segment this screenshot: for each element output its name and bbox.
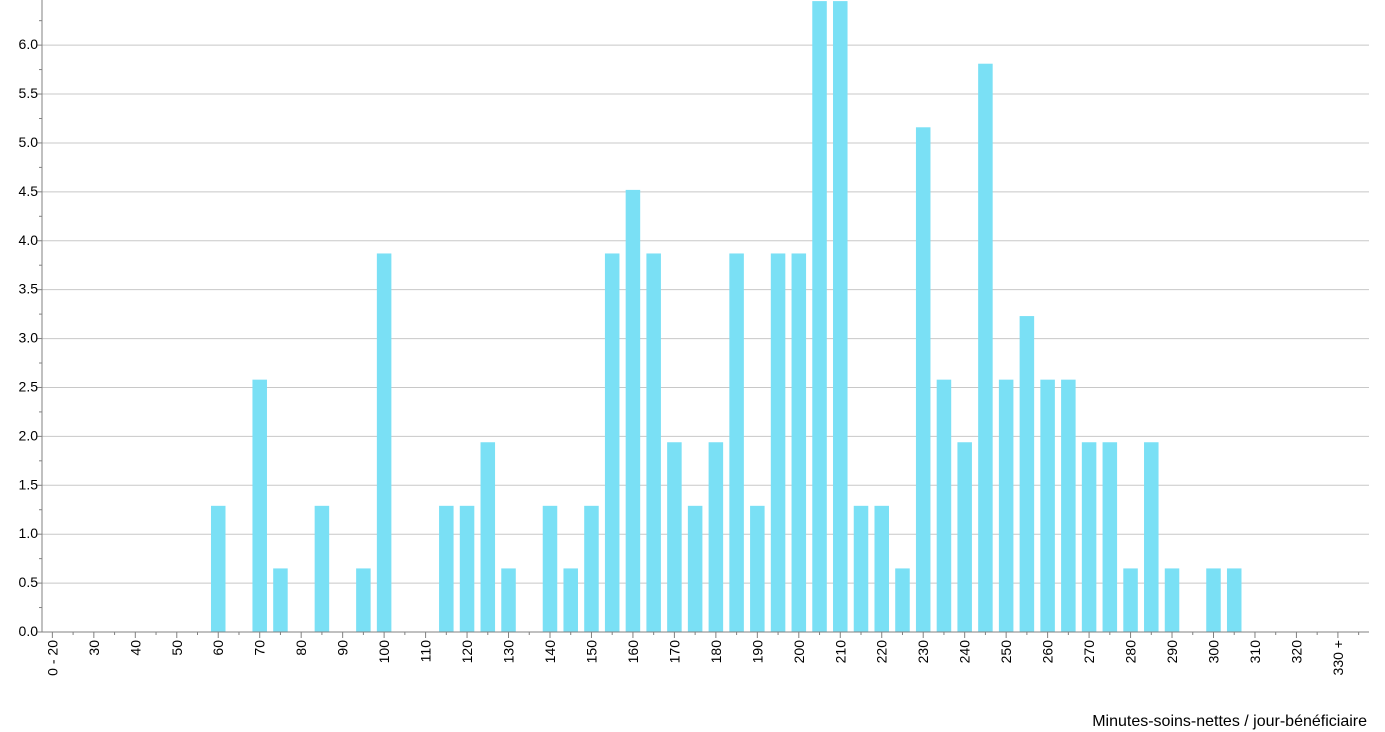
x-tick-label: 220 — [874, 640, 890, 664]
x-tick-label: 180 — [708, 640, 724, 664]
x-tick-label: 330 + — [1330, 640, 1346, 675]
x-tick-label: 150 — [583, 640, 599, 664]
x-tick-label: 310 — [1247, 640, 1263, 664]
bar-215 — [874, 505, 889, 632]
x-tick-label: 60 — [210, 640, 226, 656]
x-axis-title: Minutes-soins-nettes / jour-bénéficiaire — [1092, 713, 1367, 730]
y-tick-label: 4.0 — [19, 232, 39, 248]
bar-240 — [978, 63, 993, 633]
x-tick-label: 280 — [1123, 640, 1139, 664]
bar-285 — [1164, 568, 1180, 632]
bars — [210, 1, 1242, 633]
bar-95 — [376, 253, 392, 632]
bar-260 — [1061, 379, 1076, 632]
x-tick-label: 120 — [459, 640, 475, 664]
bar-185 — [750, 505, 765, 632]
bar-145 — [584, 505, 599, 632]
bar-235 — [957, 442, 972, 632]
bar-120 — [480, 442, 496, 632]
y-tick-label: 5.5 — [19, 85, 39, 101]
bar-70 — [273, 568, 288, 632]
bar-165 — [667, 442, 682, 632]
bar-175 — [708, 442, 724, 632]
bar-210 — [853, 505, 869, 632]
bar-180 — [729, 253, 744, 632]
bar-265 — [1081, 442, 1097, 632]
bar-200 — [812, 1, 827, 632]
x-tick-label: 0 - 20 — [44, 640, 60, 676]
bar-190 — [770, 253, 786, 632]
bar-90 — [356, 568, 371, 632]
bar-205 — [833, 1, 848, 632]
x-tick-label: 210 — [832, 640, 848, 664]
x-tick-label: 90 — [335, 640, 351, 656]
bar-160 — [646, 253, 661, 632]
bar-170 — [687, 505, 703, 632]
x-tick-label: 40 — [127, 640, 143, 656]
bar-275 — [1123, 568, 1138, 632]
x-tick-label: 70 — [252, 640, 268, 656]
bar-255 — [1040, 379, 1055, 632]
bar-140 — [563, 568, 578, 632]
x-tick-label: 50 — [169, 640, 185, 656]
bar-220 — [895, 568, 910, 632]
bar-110 — [439, 505, 454, 632]
bar-150 — [604, 253, 620, 632]
bar-245 — [998, 379, 1014, 632]
x-tick-label: 130 — [501, 640, 517, 664]
x-tick-label: 140 — [542, 640, 558, 664]
y-tick-label: 2.5 — [19, 378, 39, 394]
x-tick-label: 80 — [293, 640, 309, 656]
y-tick-labels: 0.0 0.5 1.0 1.5 2.0 2.5 3.0 3.5 4.0 4.5 5.0 5.5 6.0 — [19, 36, 39, 639]
y-tick-label: 3.0 — [19, 330, 39, 346]
bar-280 — [1144, 442, 1159, 632]
y-tick-label: 2.0 — [19, 427, 39, 443]
y-tick-label: 3.5 — [19, 281, 39, 297]
bar-155 — [625, 189, 641, 632]
x-tick-label: 250 — [998, 640, 1014, 664]
y-tick-label: 6.0 — [19, 36, 39, 52]
bar-225 — [915, 127, 931, 632]
bar-135 — [542, 505, 558, 632]
y-tick-label: 1.5 — [19, 476, 39, 492]
y-tick-label: 0.0 — [19, 623, 39, 639]
x-tick-label: 320 — [1288, 640, 1304, 664]
x-tick-labels: 0 - 20 30 40 50 60 70 80 90 100 110 120 130 140 150 16… — [44, 640, 1346, 676]
x-tick-label: 110 — [418, 640, 434, 663]
bar-295 — [1206, 568, 1221, 632]
x-tick-label: 190 — [749, 640, 765, 664]
bar-125 — [501, 568, 516, 632]
x-tick-label: 260 — [1040, 640, 1056, 664]
x-tick-label: 300 — [1205, 640, 1221, 664]
bar-230 — [936, 379, 952, 632]
bar-55 — [210, 505, 226, 632]
bar-250 — [1019, 316, 1035, 632]
x-tick-label: 270 — [1081, 640, 1097, 664]
x-tick-label: 100 — [376, 640, 392, 664]
bar-300 — [1226, 568, 1242, 632]
y-tick-label: 1.0 — [19, 525, 39, 541]
grid-lines — [42, 44, 1369, 584]
x-tick-label: 240 — [957, 640, 973, 664]
bar-80 — [314, 505, 330, 632]
x-tick-label: 200 — [791, 640, 807, 664]
bar-65 — [252, 379, 267, 632]
y-tick-label: 4.5 — [19, 183, 39, 199]
bar-195 — [791, 253, 807, 632]
y-tick-label: 0.5 — [19, 574, 39, 590]
x-tick-label: 170 — [666, 640, 682, 664]
x-tick-label: 30 — [86, 640, 102, 656]
x-tick-label: 290 — [1164, 640, 1180, 664]
x-tick-label: 230 — [915, 640, 931, 664]
x-tick-label: 160 — [625, 640, 641, 664]
bar-115 — [459, 505, 475, 632]
bar-270 — [1102, 442, 1118, 632]
axes — [37, 0, 1369, 638]
y-tick-label: 5.0 — [19, 134, 39, 150]
